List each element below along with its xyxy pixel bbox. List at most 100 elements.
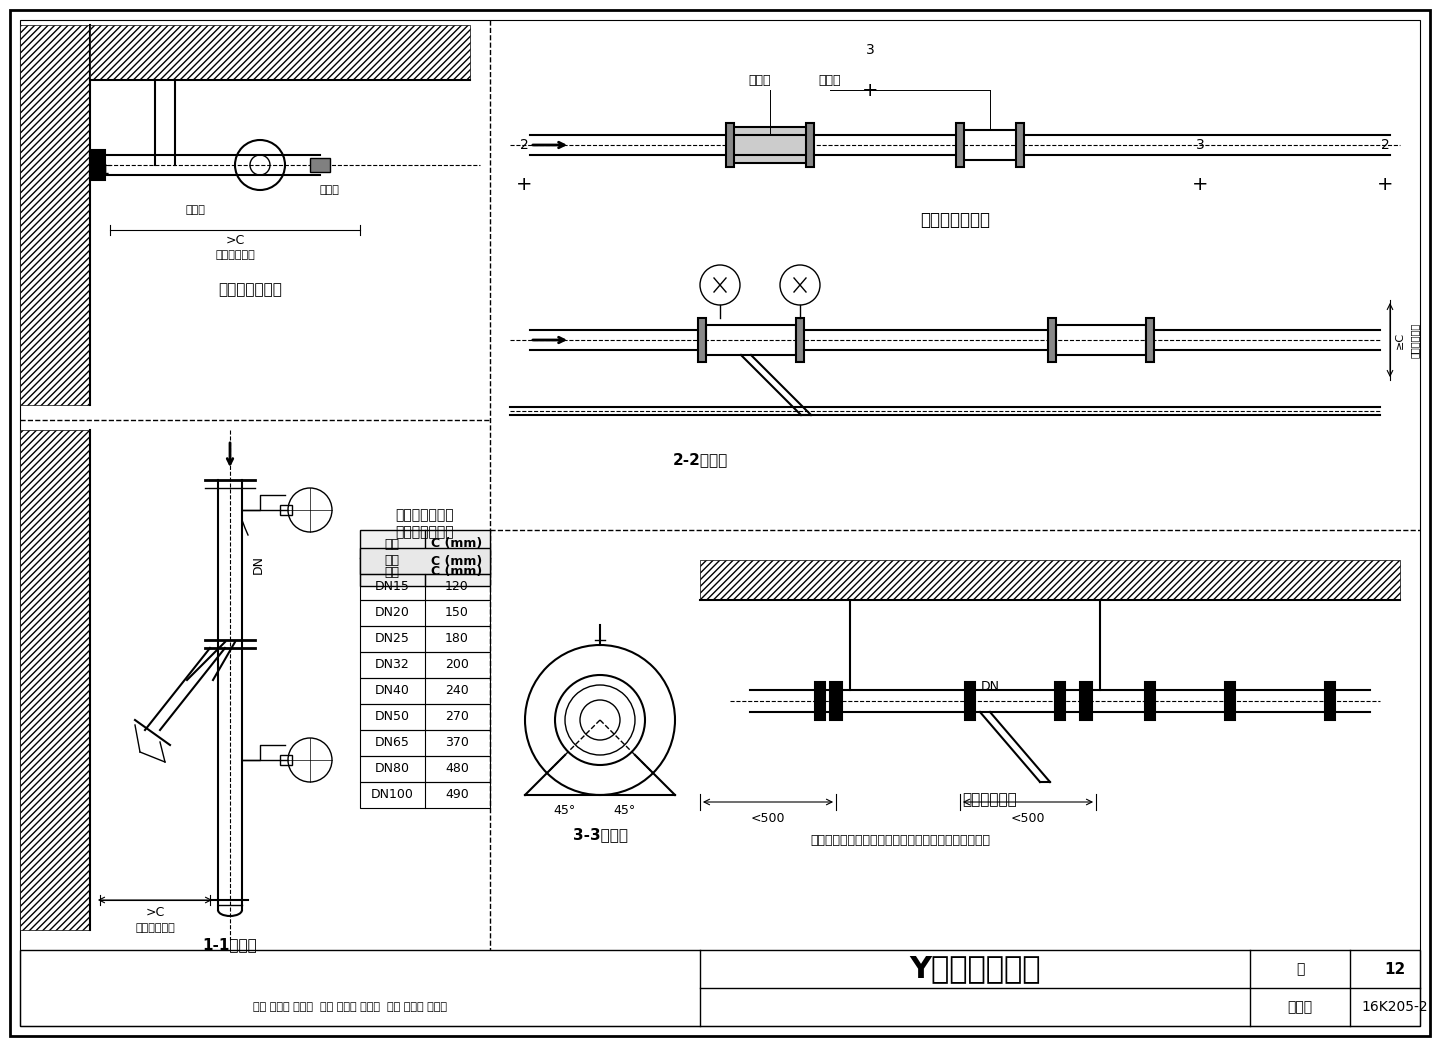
Bar — [279, 505, 292, 515]
Bar — [89, 25, 469, 79]
Text: 满足抽芯距离: 满足抽芯距离 — [1410, 322, 1420, 358]
Bar — [360, 782, 490, 808]
Bar — [730, 127, 809, 163]
Text: 注：过滤器重量超过每米管道重量时宜设置支、吊架。: 注：过滤器重量超过每米管道重量时宜设置支、吊架。 — [809, 834, 991, 846]
Text: +: + — [1377, 176, 1394, 195]
Text: DN: DN — [252, 555, 265, 574]
Text: 压力表: 压力表 — [749, 73, 772, 87]
Text: <500: <500 — [750, 812, 785, 824]
Text: 12: 12 — [1384, 961, 1405, 977]
Text: 审核 刘贵廷 和克是  校对 侯登科 侯谷科  设计 王彦良 王彦良: 审核 刘贵廷 和克是 校对 侯登科 侯谷科 设计 王彦良 王彦良 — [253, 1002, 446, 1011]
Text: C (mm): C (mm) — [432, 566, 482, 578]
Bar — [1146, 318, 1153, 362]
Text: 45°: 45° — [613, 803, 636, 817]
Text: +: + — [516, 176, 533, 195]
Bar — [360, 626, 490, 652]
Bar — [1225, 682, 1236, 720]
Text: 压力表: 压力表 — [320, 185, 340, 195]
Bar — [360, 756, 490, 782]
Text: 3-3剖面图: 3-3剖面图 — [573, 827, 628, 842]
Text: <500: <500 — [1011, 812, 1045, 824]
Text: 270: 270 — [445, 710, 469, 724]
Text: 过滤器抽芯距离: 过滤器抽芯距离 — [396, 508, 454, 522]
Text: DN50: DN50 — [374, 710, 409, 724]
Text: C (mm): C (mm) — [432, 538, 482, 550]
Bar — [806, 123, 814, 167]
Text: 满足抽芯距离: 满足抽芯距离 — [215, 250, 255, 260]
Bar — [20, 430, 89, 930]
Bar — [796, 318, 804, 362]
Text: 2: 2 — [1381, 138, 1390, 152]
Bar — [726, 123, 734, 167]
Text: +: + — [861, 81, 878, 99]
Text: ≥C: ≥C — [1395, 332, 1405, 348]
Text: 图集号: 图集号 — [1287, 1000, 1313, 1014]
Text: DN15: DN15 — [374, 581, 409, 593]
Text: 150: 150 — [445, 607, 469, 619]
Text: DN100: DN100 — [370, 789, 413, 801]
Bar — [360, 548, 490, 574]
Text: DN40: DN40 — [374, 684, 409, 698]
Bar — [360, 678, 490, 704]
Bar — [360, 704, 490, 730]
Text: Y型过滤器安装: Y型过滤器安装 — [909, 955, 1041, 983]
Text: 规格: 规格 — [384, 566, 399, 578]
Text: 水平安装平面图: 水平安装平面图 — [920, 211, 991, 229]
Text: DN25: DN25 — [374, 633, 409, 645]
Bar — [1048, 318, 1056, 362]
Text: 过滤器: 过滤器 — [186, 205, 204, 215]
Bar — [1145, 682, 1155, 720]
Text: 垂直安装平面图: 垂直安装平面图 — [217, 282, 282, 297]
Text: 2: 2 — [520, 138, 528, 152]
Text: 240: 240 — [445, 684, 469, 698]
Bar — [698, 318, 706, 362]
Text: 200: 200 — [445, 659, 469, 672]
Text: 1-1剖面图: 1-1剖面图 — [203, 937, 258, 953]
Bar — [360, 530, 490, 586]
Bar — [360, 574, 490, 600]
Text: 过滤器抽芯距离: 过滤器抽芯距离 — [396, 525, 454, 539]
Text: 45°: 45° — [554, 803, 576, 817]
Text: >C: >C — [226, 233, 245, 247]
Text: 满足抽芯距离: 满足抽芯距离 — [135, 923, 174, 933]
Text: DN65: DN65 — [374, 736, 409, 750]
Bar — [360, 600, 490, 626]
Text: >C: >C — [145, 906, 164, 918]
Bar — [956, 123, 963, 167]
Text: 370: 370 — [445, 736, 469, 750]
Text: +: + — [1192, 176, 1208, 195]
Text: 规格: 规格 — [384, 554, 399, 568]
Text: DN32: DN32 — [374, 659, 409, 672]
Bar — [700, 560, 1400, 600]
Bar — [1056, 325, 1146, 355]
Bar — [20, 950, 1420, 1026]
Bar — [310, 158, 330, 172]
Text: C (mm): C (mm) — [432, 554, 482, 568]
Text: 2-2剖面图: 2-2剖面图 — [672, 453, 727, 468]
Text: 规格: 规格 — [384, 538, 399, 550]
Text: 16K205-2: 16K205-2 — [1362, 1000, 1428, 1014]
Bar — [1325, 682, 1335, 720]
Bar — [960, 130, 1020, 160]
Bar — [360, 652, 490, 678]
Bar — [89, 150, 105, 180]
Text: 490: 490 — [445, 789, 469, 801]
Bar — [279, 755, 292, 765]
Text: DN80: DN80 — [374, 763, 409, 775]
Text: 120: 120 — [445, 581, 469, 593]
Text: 过滤器: 过滤器 — [819, 73, 841, 87]
Text: 支、吊架位置: 支、吊架位置 — [962, 793, 1018, 808]
Bar — [1056, 682, 1066, 720]
Bar — [706, 325, 796, 355]
Bar — [815, 682, 825, 720]
Text: DN: DN — [981, 680, 999, 692]
Bar — [360, 730, 490, 756]
Text: 180: 180 — [445, 633, 469, 645]
Text: 3: 3 — [865, 43, 874, 56]
Text: DN20: DN20 — [374, 607, 409, 619]
Text: 3: 3 — [1195, 138, 1204, 152]
Bar — [1080, 682, 1092, 720]
Bar — [20, 25, 89, 405]
Text: 页: 页 — [1296, 962, 1305, 976]
Bar — [965, 682, 975, 720]
